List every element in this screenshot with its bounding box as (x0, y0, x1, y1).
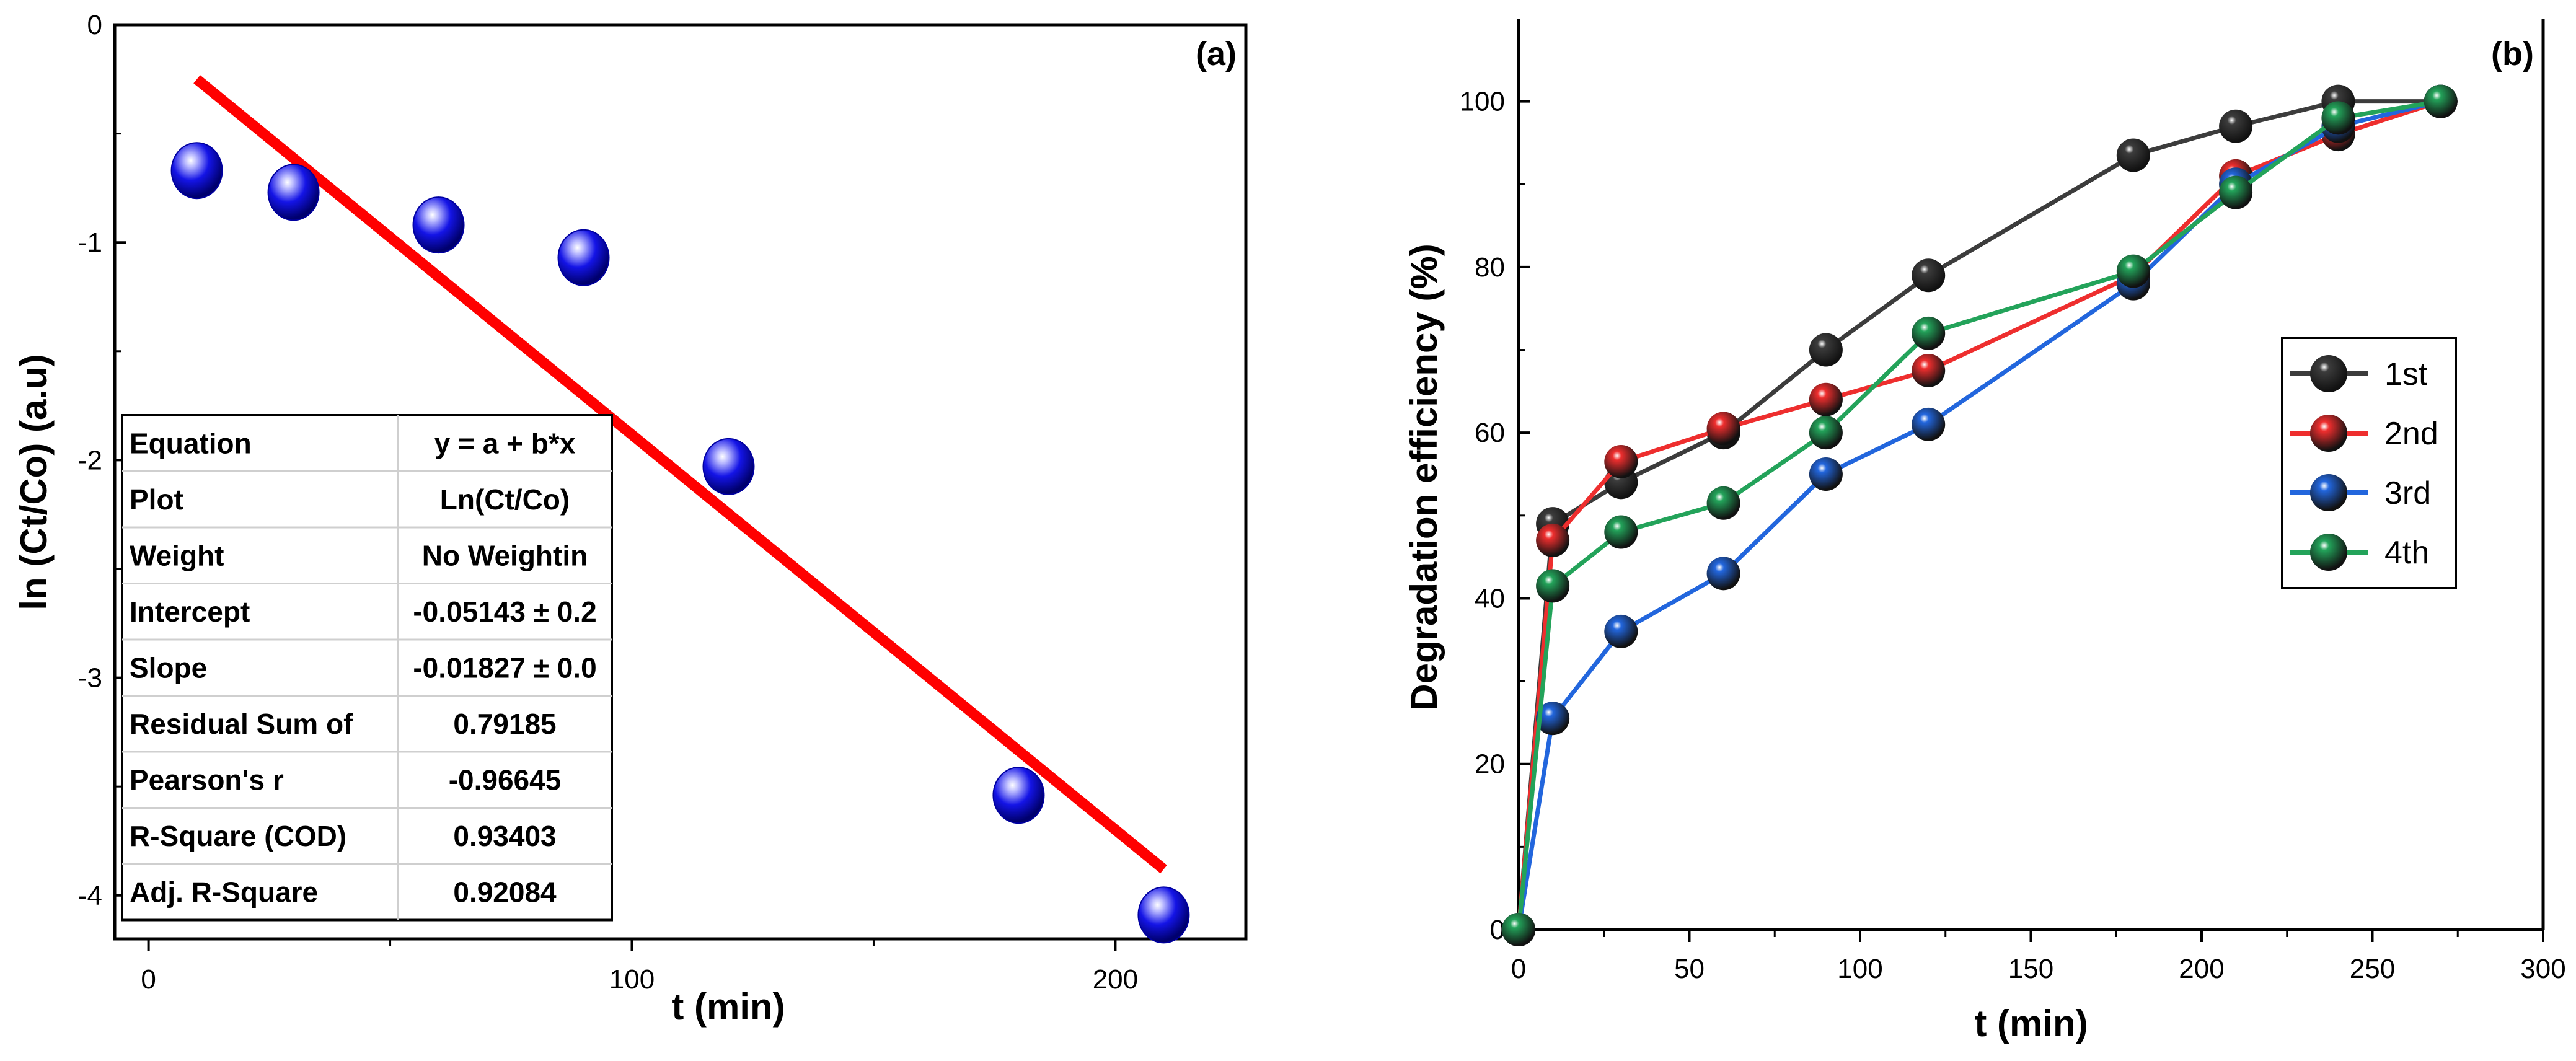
x-tick-label: 0 (141, 964, 156, 995)
legend-label: 1st (2384, 356, 2428, 392)
panel-a-x-axis-title: t (min) (671, 986, 785, 1028)
panel-a-y-ticks: 0 -1 -2 -3 -4 (78, 10, 126, 911)
series-point (2219, 109, 2253, 143)
series-point (1604, 444, 1638, 478)
series-point (1706, 486, 1740, 520)
y-tick-label: 40 (1475, 583, 1505, 614)
data-point (412, 196, 465, 254)
series-point (1912, 353, 1946, 387)
series-point (1536, 702, 1570, 736)
y-tick-label: -1 (78, 227, 102, 258)
x-tick-label: 0 (1511, 954, 1526, 984)
series-point (2116, 138, 2150, 172)
x-tick-label: 200 (1093, 964, 1138, 995)
data-point (170, 142, 223, 200)
fit-table-value: No Weightin (422, 539, 588, 571)
legend-marker (2310, 474, 2347, 511)
y-tick-label: 0 (87, 10, 102, 40)
x-tick-label: 250 (2350, 954, 2395, 984)
fit-table-value: 0.92084 (453, 876, 557, 908)
y-tick-label: 60 (1475, 418, 1505, 448)
x-tick-label: 200 (2179, 954, 2224, 984)
y-tick-label: 20 (1475, 749, 1505, 780)
series-point (1809, 382, 1843, 416)
fit-table-label: Weight (130, 539, 224, 571)
data-point (992, 767, 1045, 824)
panel-a-frame (113, 23, 1248, 941)
fit-table-value: 0.79185 (453, 708, 556, 740)
panel-a-y-axis-title: ln (Ct/Co) (a.u) (13, 354, 55, 610)
fit-table-value: -0.96645 (449, 764, 562, 796)
legend-label: 4th (2384, 535, 2429, 571)
series-point (2116, 254, 2150, 288)
series-point (2219, 175, 2253, 209)
fit-table-label: Adj. R-Square (130, 876, 318, 908)
series-point (1809, 457, 1843, 491)
y-tick-label: 100 (1460, 87, 1505, 117)
fit-table-label: Equation (130, 427, 252, 459)
regression-line (193, 75, 1167, 874)
fit-table-label: Slope (130, 651, 207, 684)
panel-a: 0 -1 -2 -3 -4 0 100 200 Equation y = a + b*x Plo… (13, 10, 1248, 1028)
series-point (1912, 407, 1946, 441)
fit-table-value: -0.05143 ± 0.2 (413, 596, 596, 628)
series-point (1502, 913, 1535, 946)
series-point (1604, 515, 1638, 549)
series-4th (1502, 84, 2458, 946)
x-tick-label: 100 (609, 964, 655, 995)
fit-table-value: Ln(Ct/Co) (440, 483, 570, 516)
legend-marker (2310, 415, 2347, 452)
series-point (1706, 557, 1740, 591)
panel-b-x-ticks: 0 50 100 150 200 250 300 (1511, 930, 2566, 984)
panel-b-x-axis-title: t (min) (1974, 1003, 2088, 1044)
x-tick-label: 50 (1674, 954, 1705, 984)
y-tick-label: -3 (78, 663, 102, 693)
panel-a-label: (a) (1196, 35, 1237, 73)
series-line (1516, 99, 2441, 930)
series-point (1604, 614, 1638, 648)
panel-b: 0 20 40 60 80 100 0 50 100 150 200 250 300 1st 2nd 3r… (1403, 19, 2566, 1044)
legend-marker (2310, 534, 2347, 571)
fit-table-label: Plot (130, 483, 183, 516)
data-point (702, 438, 755, 495)
fit-table-label: Intercept (130, 596, 250, 628)
data-point (1137, 886, 1190, 944)
x-tick-label: 100 (1837, 954, 1882, 984)
fit-table-value: 0.93403 (453, 820, 556, 852)
fit-table-frame (121, 414, 613, 922)
series-point (1536, 523, 1570, 557)
series-point (1706, 412, 1740, 446)
legend-marker (2310, 355, 2347, 392)
panel-a-data-points (170, 142, 1190, 944)
legend-label: 3rd (2384, 475, 2431, 511)
series-point (1536, 569, 1570, 603)
y-tick-label: 80 (1475, 252, 1505, 283)
panel-b-label: (b) (2491, 35, 2534, 73)
fit-table-label: Pearson's r (130, 764, 284, 796)
fit-table-label: Residual Sum of (130, 708, 353, 740)
fit-table-value: -0.01827 ± 0.0 (413, 651, 596, 684)
series-point (1809, 416, 1843, 450)
series-point (1912, 258, 1946, 293)
series-point (1809, 333, 1843, 367)
series-point (2321, 101, 2355, 135)
series-point (1912, 316, 1946, 350)
legend-label: 2nd (2384, 416, 2438, 452)
series-point (2424, 84, 2458, 118)
panel-b-series (1502, 84, 2458, 946)
x-tick-label: 150 (2008, 954, 2053, 984)
y-tick-label: -4 (78, 881, 102, 911)
panel-b-y-axis-title: Degradation efficiency (%) (1403, 244, 1445, 711)
data-point (557, 229, 610, 286)
fit-table-value: y = a + b*x (434, 427, 576, 459)
fit-table-label: R-Square (COD) (130, 820, 346, 852)
x-tick-label: 300 (2520, 954, 2565, 984)
legend: 1st 2nd 3rd 4th (2281, 337, 2457, 589)
data-point (267, 164, 320, 221)
fit-results-table: Equation y = a + b*x Plot Ln(Ct/Co) Weight No… (121, 414, 613, 922)
panel-a-x-ticks: 0 100 200 (141, 939, 1138, 995)
y-tick-label: -2 (78, 445, 102, 475)
